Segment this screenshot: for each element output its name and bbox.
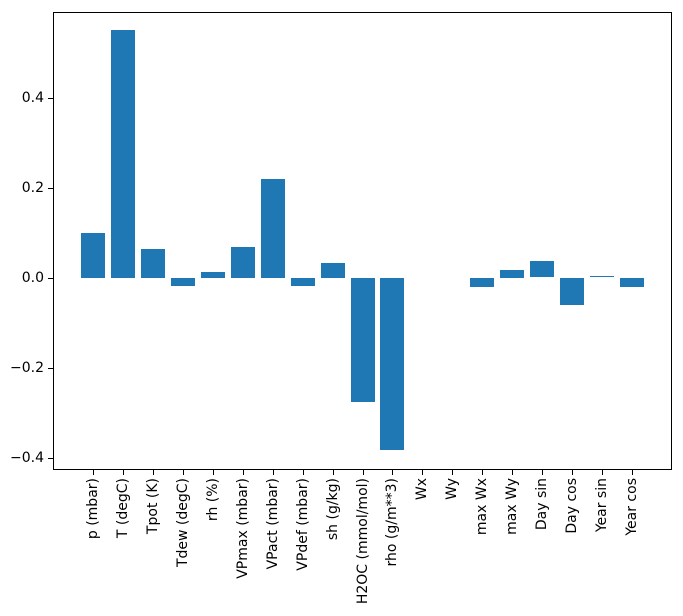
bar	[171, 278, 195, 286]
x-tick-label: VPact (mbar)	[265, 478, 281, 570]
x-tick-label: Year cos	[624, 478, 640, 536]
y-tick-label: 0.4	[21, 90, 44, 107]
x-tick-mark	[392, 470, 393, 475]
x-tick-label: Wy	[444, 478, 460, 500]
bar	[231, 247, 255, 278]
x-tick-mark	[602, 470, 603, 475]
x-tick-mark	[452, 470, 453, 475]
x-tick-label: VPdef (mbar)	[295, 478, 311, 571]
bar	[530, 261, 554, 277]
bar	[141, 249, 165, 278]
y-tick-mark	[48, 278, 53, 279]
x-tick-label: p (mbar)	[85, 478, 101, 540]
x-tick-mark	[422, 470, 423, 475]
bar	[620, 278, 644, 287]
x-tick-label: VPmax (mbar)	[235, 478, 251, 579]
x-tick-label: sh (g/kg)	[325, 478, 341, 541]
x-tick-label: Tpot (K)	[145, 478, 161, 535]
y-tick-mark	[48, 188, 53, 189]
plot-area	[53, 12, 672, 470]
x-tick-label: Day sin	[534, 478, 550, 531]
x-tick-mark	[303, 470, 304, 475]
x-tick-label: T (degC)	[115, 478, 131, 539]
x-tick-label: Wx	[414, 478, 430, 501]
x-tick-label: Day cos	[564, 478, 580, 534]
x-tick-mark	[183, 470, 184, 475]
bar	[590, 276, 614, 277]
y-tick-mark	[48, 368, 53, 369]
y-tick-label: 0.2	[21, 180, 44, 197]
bar	[321, 263, 345, 278]
y-tick-label: −0.4	[10, 450, 44, 467]
bar	[261, 179, 285, 278]
x-tick-mark	[482, 470, 483, 475]
x-tick-mark	[273, 470, 274, 475]
x-tick-mark	[153, 470, 154, 475]
x-tick-mark	[93, 470, 94, 475]
bar	[380, 278, 404, 450]
bar	[291, 278, 315, 286]
x-tick-mark	[333, 470, 334, 475]
x-tick-mark	[243, 470, 244, 475]
y-tick-mark	[48, 458, 53, 459]
x-tick-label: max Wx	[474, 478, 490, 536]
bar	[470, 278, 494, 287]
x-tick-mark	[542, 470, 543, 475]
x-tick-mark	[572, 470, 573, 475]
bar	[81, 233, 105, 278]
x-tick-label: max Wy	[504, 478, 520, 535]
x-tick-mark	[632, 470, 633, 475]
x-tick-label: Year sin	[594, 478, 610, 533]
bar	[500, 270, 524, 278]
y-tick-mark	[48, 98, 53, 99]
bar	[560, 278, 584, 305]
x-tick-label: rh (%)	[205, 478, 221, 522]
x-tick-mark	[512, 470, 513, 475]
y-tick-label: −0.2	[10, 360, 44, 377]
bar	[111, 30, 135, 278]
bar	[351, 278, 375, 402]
x-tick-mark	[363, 470, 364, 475]
bar	[201, 272, 225, 278]
x-tick-label: H2OC (mmol/mol)	[355, 478, 371, 605]
x-tick-mark	[123, 470, 124, 475]
y-tick-label: 0.0	[21, 270, 44, 287]
x-tick-label: Tdew (degC)	[175, 478, 191, 568]
x-tick-label: rho (g/m**3)	[384, 478, 400, 567]
x-tick-mark	[213, 470, 214, 475]
